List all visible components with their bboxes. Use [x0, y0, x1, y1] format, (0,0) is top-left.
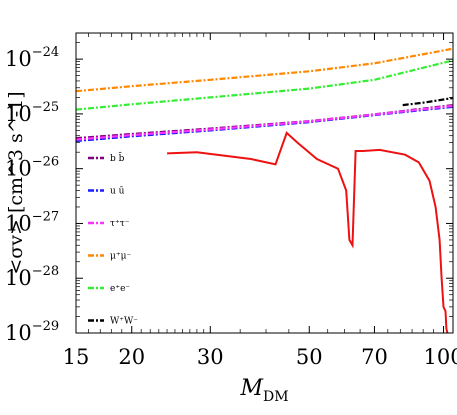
x-axis-label: MDM — [239, 376, 288, 405]
x-tick-label: 30 — [197, 345, 224, 369]
series-line-0 — [76, 104, 453, 140]
y-tick-label: 10−26 — [5, 155, 59, 181]
x-axis-label-sub: DM — [263, 389, 289, 405]
x-tick-label: 20 — [118, 345, 145, 369]
x-tick-label: 70 — [361, 345, 388, 369]
y-tick-label: 10−24 — [5, 45, 59, 71]
y-tick-label: 10−27 — [5, 209, 59, 235]
x-axis-label-main: M — [239, 376, 263, 401]
plot-frame — [75, 32, 454, 334]
legend-label: e⁺e⁻ — [110, 284, 130, 294]
y-tick-label: 10−25 — [5, 100, 59, 126]
series-line-2 — [76, 104, 453, 141]
series-line-3 — [76, 47, 453, 93]
legend-label: μ⁺μ⁻ — [110, 252, 131, 262]
legend-label: u ū — [110, 187, 125, 197]
series-line-5 — [402, 96, 453, 107]
y-tick-label: 10−29 — [5, 319, 59, 345]
ticks-layer: 15 20 30 50 70 100 10−24 10−25 10−26 10−27 10−28 10… — [5, 32, 457, 369]
y-axis-label-text: <σv> [cm^3 s^-1] — [5, 91, 27, 274]
series-line-4 — [76, 59, 453, 111]
legend-label: τ⁺τ⁻ — [110, 219, 130, 229]
series-layer — [76, 47, 453, 333]
x-tick-label: 100 — [424, 345, 457, 369]
y-axis-label: <σv> [cm^3 s^-1] — [5, 91, 27, 274]
constraint-line — [167, 131, 449, 333]
x-tick-label: 50 — [296, 345, 323, 369]
legend: b b̄ u ū τ⁺τ⁻ μ⁺μ⁻ e⁺e⁻ W⁺W⁻ — [88, 152, 138, 327]
legend-label: b b̄ — [110, 152, 125, 164]
y-tick-label: 10−28 — [5, 264, 59, 290]
legend-label: W⁺W⁻ — [110, 317, 138, 327]
x-tick-label: 15 — [63, 345, 90, 369]
